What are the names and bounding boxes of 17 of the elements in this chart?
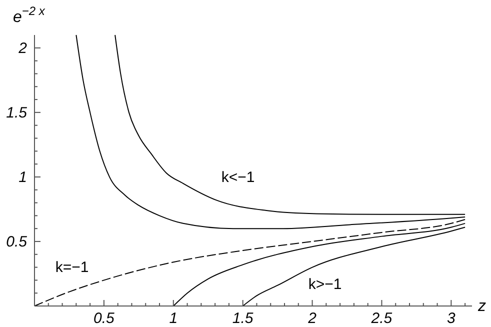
x-tick-label: 1 bbox=[169, 310, 178, 327]
line-series bbox=[172, 222, 466, 306]
x-tick-label: 0.5 bbox=[94, 310, 116, 327]
x-tick-label: 2.5 bbox=[370, 310, 393, 327]
annotation: k>−1 bbox=[308, 276, 342, 293]
x-tick-label: 2 bbox=[307, 310, 318, 327]
x-tick-label: 1.5 bbox=[232, 310, 254, 327]
x-axis-title: z bbox=[477, 298, 486, 315]
annotation: k<−1 bbox=[221, 168, 255, 186]
y-tick-label: 1 bbox=[18, 168, 27, 186]
x-tick-label: 3 bbox=[446, 310, 456, 327]
annotation: k=−1 bbox=[55, 258, 89, 276]
y-tick-label: 0.5 bbox=[6, 233, 28, 250]
y-tick-label: 2 bbox=[18, 40, 28, 57]
y-axis-title: e$^{−2 x}$ bbox=[13, 4, 46, 26]
line-series bbox=[242, 226, 466, 306]
y-tick-label: 1.5 bbox=[6, 104, 28, 122]
